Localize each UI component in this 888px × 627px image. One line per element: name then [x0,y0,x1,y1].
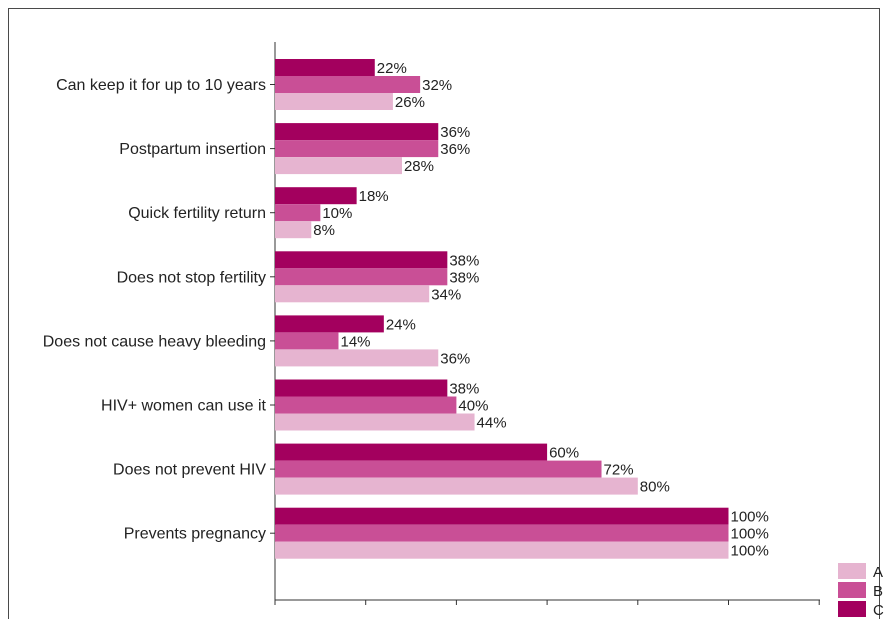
legend-swatch-c [838,601,866,617]
bar-c[interactable] [275,507,729,525]
value-label: 28% [404,158,434,175]
bar-b[interactable] [275,76,421,93]
bar-b[interactable] [275,396,457,414]
bar-b[interactable] [275,268,448,286]
value-label: 100% [731,526,769,543]
category-label: Does not cause heavy bleeding [43,333,266,350]
value-label: 38% [449,252,479,269]
bar-b[interactable] [275,524,729,542]
bar-a[interactable] [275,157,402,175]
bar-a[interactable] [275,221,312,239]
value-label: 100% [731,543,769,560]
bar-a[interactable] [275,413,475,431]
value-label: 32% [422,77,452,94]
category-label: Does not prevent HIV [113,462,266,479]
value-label: 38% [449,381,479,398]
bar-b[interactable] [275,460,602,478]
value-label: 80% [640,479,670,496]
category-label: HIV+ women can use it [101,398,267,415]
bar-c[interactable] [275,251,448,269]
legend-label-a: A [873,564,883,581]
bar-b[interactable] [275,140,439,158]
value-label: 34% [431,286,461,303]
legend-label-c: C [873,602,884,619]
category-label: Postpartum insertion [119,141,266,158]
value-label: 40% [458,398,488,415]
value-label: 24% [386,316,416,333]
value-label: 38% [449,269,479,286]
value-label: 26% [395,94,425,111]
value-label: 18% [359,188,389,205]
value-label: 8% [313,222,335,239]
bar-a[interactable] [275,93,393,110]
bar-c[interactable] [275,379,448,397]
bar-c[interactable] [275,443,548,461]
legend-label-b: B [873,583,883,600]
value-label: 22% [377,60,407,77]
value-label: 36% [440,350,470,367]
bar-b[interactable] [275,204,321,222]
bar-a[interactable] [275,477,638,495]
value-label: 10% [322,205,352,222]
legend-swatch-b [838,582,866,598]
value-label: 36% [440,141,470,158]
bar-c[interactable] [275,59,375,76]
value-label: 44% [477,415,507,432]
category-label: Does not stop fertility [117,269,266,286]
bar-c[interactable] [275,123,439,141]
value-label: 60% [549,445,579,462]
bar-a[interactable] [275,349,439,367]
value-label: 14% [340,333,370,350]
value-label: 72% [604,462,634,479]
bar-b[interactable] [275,332,339,350]
value-label: 100% [731,509,769,526]
value-label: 36% [440,124,470,141]
category-label: Prevents pregnancy [124,526,266,543]
category-label: Can keep it for up to 10 years [56,77,266,94]
bar-c[interactable] [275,187,357,205]
legend-swatch-a [838,563,866,579]
category-label: Quick fertility return [128,205,266,222]
bar-c[interactable] [275,315,384,333]
bar-a[interactable] [275,285,430,303]
chart-frame [8,8,880,619]
bar-a[interactable] [275,541,729,559]
